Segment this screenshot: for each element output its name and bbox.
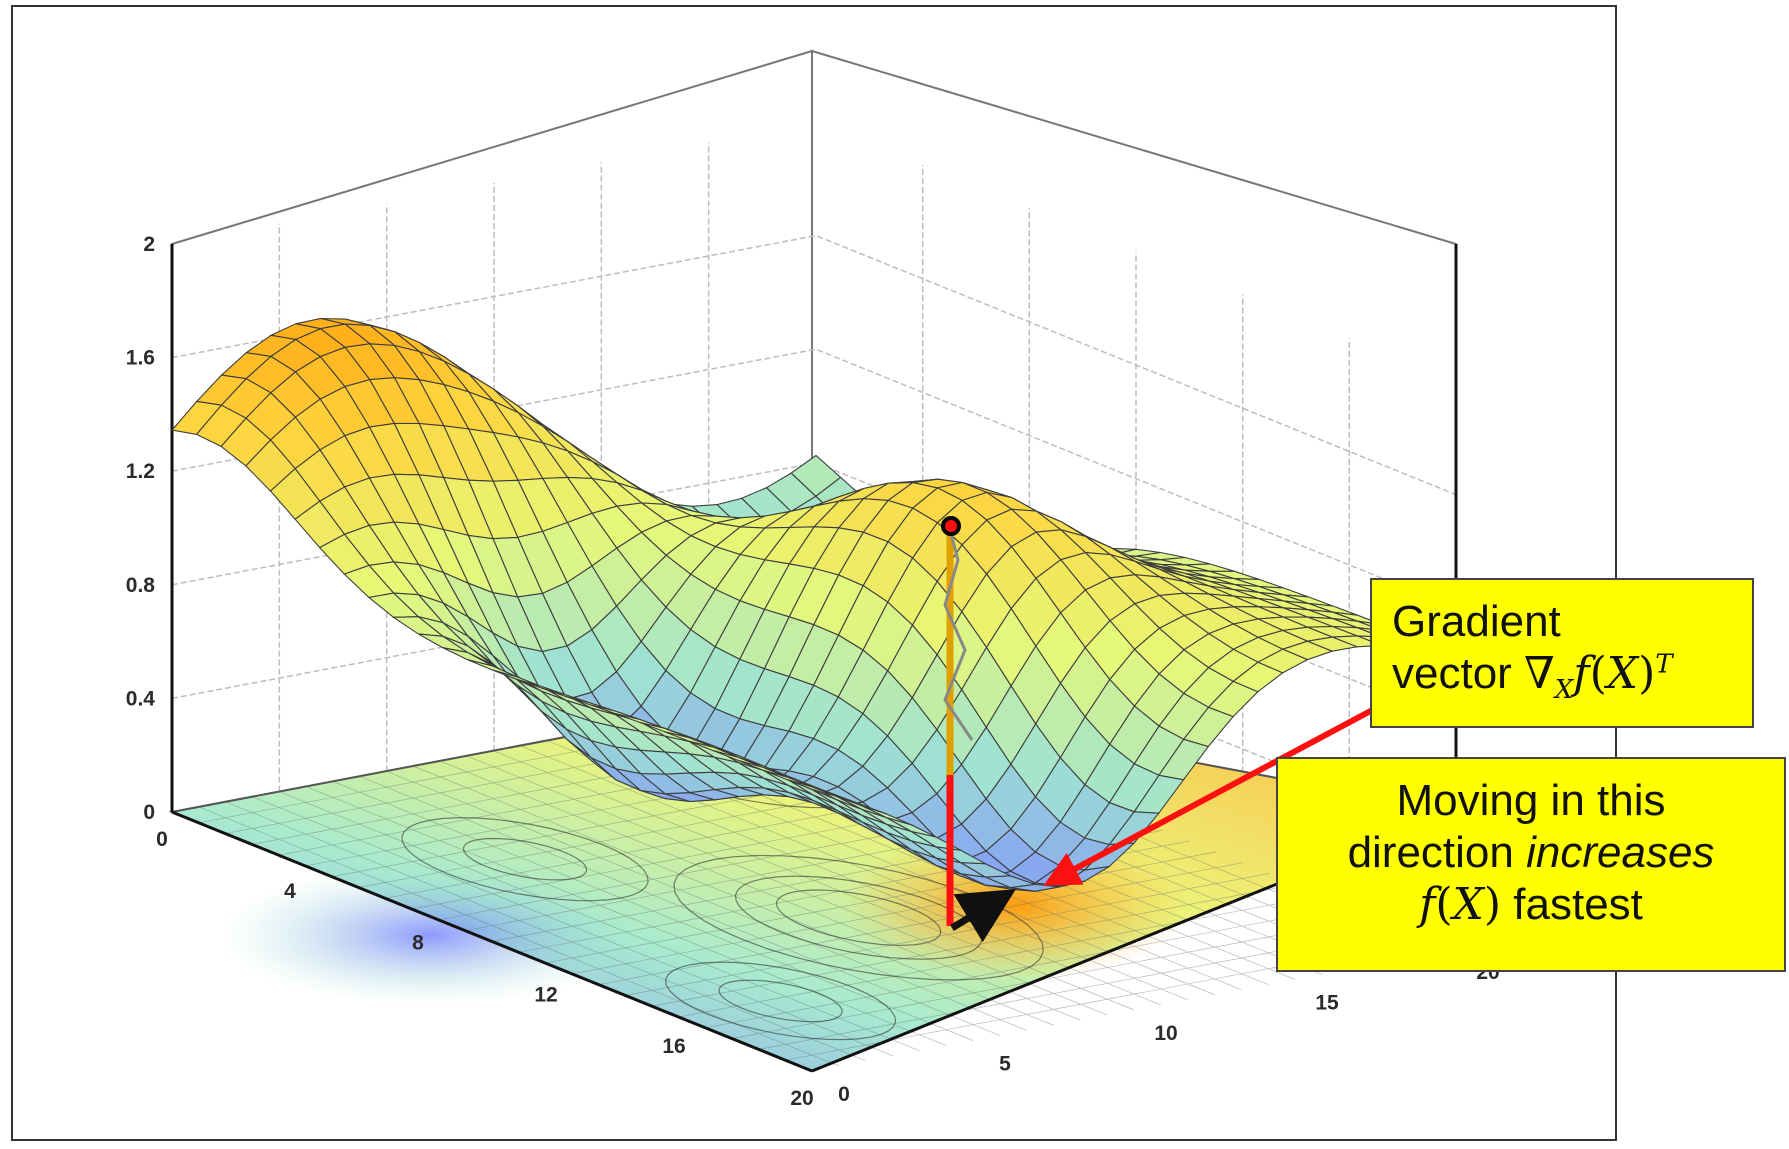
right-axis-tick-label: 15 [1315, 992, 1339, 1015]
left-axis-tick-label: 16 [662, 1035, 685, 1058]
left-axis-tick-label: 4 [284, 880, 296, 903]
fastest-word: fastest [1501, 879, 1643, 929]
z-tick-label: 2 [143, 233, 155, 256]
z-tick-label: 0.4 [126, 687, 156, 710]
floor-grid-line [520, 745, 1161, 1006]
open-paren-2: ( [1435, 878, 1453, 930]
surface-patch [787, 779, 837, 797]
nabla-symbol: ∇ [1524, 647, 1555, 699]
z-tick-label: 0.8 [126, 574, 156, 597]
floor-grid-line [598, 862, 1243, 986]
contour-line [401, 817, 649, 902]
left-axis-tick-label: 8 [412, 932, 424, 955]
ascent-path [943, 529, 974, 741]
floor-grid-line [225, 801, 866, 1062]
floor-grid-line [440, 760, 1081, 1021]
gradient-callout-prefix: vector [1392, 648, 1525, 698]
floor-grid-line [651, 883, 1297, 1007]
left-axis-ticks: 0 4 8 12 16 20 [156, 828, 814, 1110]
surface-mesh [170, 317, 1457, 892]
gradient-callout: Gradient vector ∇Xf(X)T [1370, 578, 1754, 728]
floor-grid-line [493, 750, 1135, 1011]
floor-grid-line [332, 781, 974, 1041]
contour-line [673, 854, 1044, 981]
figure-border [11, 5, 1617, 1141]
floor-grid-line [279, 791, 920, 1051]
contour-line [718, 979, 843, 1023]
gradient-callout-line2: vector ∇Xf(X)T [1392, 648, 1732, 705]
floor-grid-line [252, 796, 893, 1057]
left-axis-tick-label: 12 [534, 983, 557, 1006]
contour-line [665, 961, 897, 1041]
right-axis-tick-label: 10 [1154, 1022, 1177, 1045]
function-f: f [1573, 647, 1590, 699]
floor-grid-line [467, 755, 1108, 1016]
floor-grid-line [386, 771, 1027, 1031]
close-paren: ) [1638, 647, 1656, 699]
contour-line [775, 889, 942, 946]
callout-pointer-arrow [1043, 704, 1380, 886]
direction-callout-line1: Moving in this [1396, 776, 1666, 825]
floor-grid-line [678, 894, 1323, 1018]
gradient-callout-line1: Gradient [1392, 597, 1561, 646]
function-arg: X [1606, 647, 1639, 699]
floor-grid-line [625, 873, 1270, 996]
open-paren: ( [1589, 647, 1607, 699]
z-axis-ticks: 0 0.4 0.8 1.2 1.6 2 [126, 233, 156, 824]
function-arg-2: X [1452, 878, 1484, 930]
z-tick-label: 1.2 [126, 460, 155, 483]
right-axis-tick-label: 5 [999, 1053, 1011, 1076]
nabla-subscript: X [1554, 674, 1574, 705]
z-tick-label: 1.6 [126, 347, 155, 370]
direction-callout-line2: direction increases [1288, 827, 1774, 879]
floor-grid-line [413, 765, 1054, 1026]
surface-point-marker [941, 516, 961, 536]
direction-word: direction [1347, 827, 1527, 877]
function-f-2: f [1419, 878, 1436, 930]
contour-line [462, 837, 588, 881]
z-tick-label: 0 [143, 801, 155, 824]
direction-callout-line3: f(X) fastest [1288, 879, 1774, 931]
close-paren-2: ) [1483, 878, 1502, 930]
floor-grid-line [306, 786, 947, 1046]
increases-word: increases [1526, 827, 1715, 877]
floor-grid-line [705, 905, 1350, 1029]
left-axis-tick-label: 0 [156, 828, 168, 851]
floor-cool-spot [220, 865, 640, 1005]
floor-grid-line [731, 916, 1377, 1039]
gradient-vector-arrow [950, 889, 1016, 943]
right-axis-tick-label: 0 [838, 1083, 850, 1106]
transpose-superscript: T [1655, 649, 1673, 680]
direction-callout: Moving in this direction increases f(X) … [1276, 757, 1786, 972]
floor-grid-line [359, 776, 1000, 1036]
floor-grid-line [571, 851, 1217, 975]
left-axis-tick-label: 20 [790, 1087, 813, 1110]
left-axis-line [171, 810, 813, 1073]
